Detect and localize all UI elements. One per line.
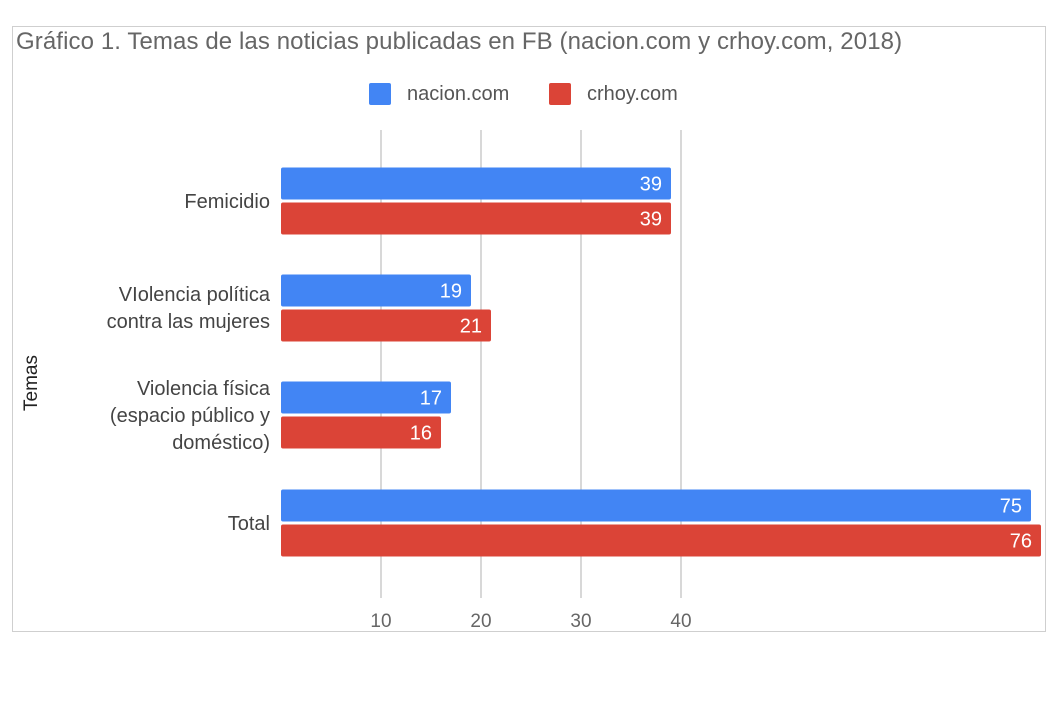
data-label-crhoy.com-1: 21 [460,316,482,338]
x-tick-label-30: 30 [570,611,591,632]
data-label-nacion.com-3: 75 [1000,496,1022,518]
category-label: VIolencia política contra las mujeres [30,282,270,336]
bar-nacion.com-0 [281,167,671,200]
category-label-line: (espacio público y [109,404,270,427]
data-label-nacion.com-1: 19 [440,281,462,303]
category-label-line: contra las mujeres [106,311,270,333]
bar-crhoy.com-2 [281,416,441,449]
x-tick-label-40: 40 [670,611,691,632]
bar-nacion.com-2 [281,381,451,414]
legend-item-crhoy: crhoy.com [549,82,678,106]
chart-title: Gráfico 1. Temas de las noticias publica… [16,28,903,55]
data-label-crhoy.com-3: 76 [1010,531,1032,553]
category-label: Total [30,511,270,538]
bar-crhoy.com-1 [281,309,491,342]
legend-item-nacion: nacion.com [369,82,509,106]
category-label-line: Violencia física [136,377,270,400]
legend-swatch-crhoy [549,83,571,105]
legend-label-crhoy: crhoy.com [587,82,678,105]
category-label: Violencia física (espacio público y domést… [30,376,270,457]
category-label-line: doméstico) [172,431,270,454]
legend-label-nacion: nacion.com [407,82,510,105]
data-label-crhoy.com-0: 39 [640,209,662,231]
data-label-nacion.com-0: 39 [640,174,662,196]
x-tick-label-10: 10 [370,611,391,632]
data-label-nacion.com-2: 17 [420,388,442,410]
category-label: Femicidio [30,189,270,216]
legend-swatch-nacion [369,83,391,105]
category-label-line: Total [227,512,270,535]
bar-nacion.com-1 [281,274,471,307]
bar-crhoy.com-3 [281,524,1041,557]
bar-crhoy.com-0 [281,202,671,235]
category-label-line: Femicidio [184,190,270,213]
bar-nacion.com-3 [281,489,1031,522]
x-tick-label-20: 20 [470,611,491,632]
data-label-crhoy.com-2: 16 [410,423,432,445]
category-label-line: VIolencia política [118,284,270,306]
